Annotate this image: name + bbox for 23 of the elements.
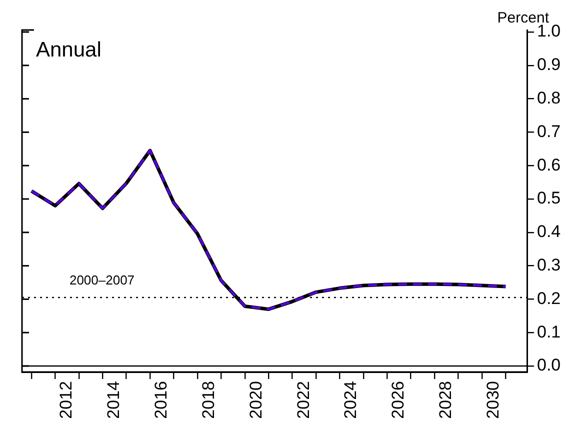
- x-tick-label: 2016: [152, 381, 171, 419]
- y-tick-label: 0.7: [537, 122, 561, 141]
- y-tick-label: 0.3: [537, 255, 561, 274]
- y-tick-label: 0.6: [537, 155, 561, 174]
- y-tick-label: 0.4: [537, 222, 561, 242]
- y-tick-label: 0.9: [537, 55, 561, 74]
- x-tick-label: 2012: [56, 381, 76, 419]
- x-tick-label: 2030: [483, 381, 502, 419]
- x-tick-label: 2018: [198, 381, 218, 419]
- x-tick-label: 2026: [388, 381, 408, 419]
- ref-line-label: 2000–2007: [69, 272, 135, 288]
- x-tick-label: 2022: [294, 381, 313, 419]
- chart-title: Annual: [36, 38, 102, 62]
- y-tick-label: 0.8: [537, 88, 561, 108]
- x-tick-label: 2024: [341, 381, 360, 419]
- y-tick-label: 0.0: [537, 356, 561, 375]
- y-tick-label: 0.2: [537, 288, 561, 308]
- x-tick-label: 2020: [246, 381, 266, 419]
- x-tick-label: 2028: [436, 381, 456, 419]
- y-tick-label: 0.1: [537, 322, 561, 342]
- y-tick-label: 1.0: [537, 22, 561, 41]
- y-tick-label: 0.5: [537, 188, 561, 208]
- x-tick-label: 2014: [104, 381, 124, 419]
